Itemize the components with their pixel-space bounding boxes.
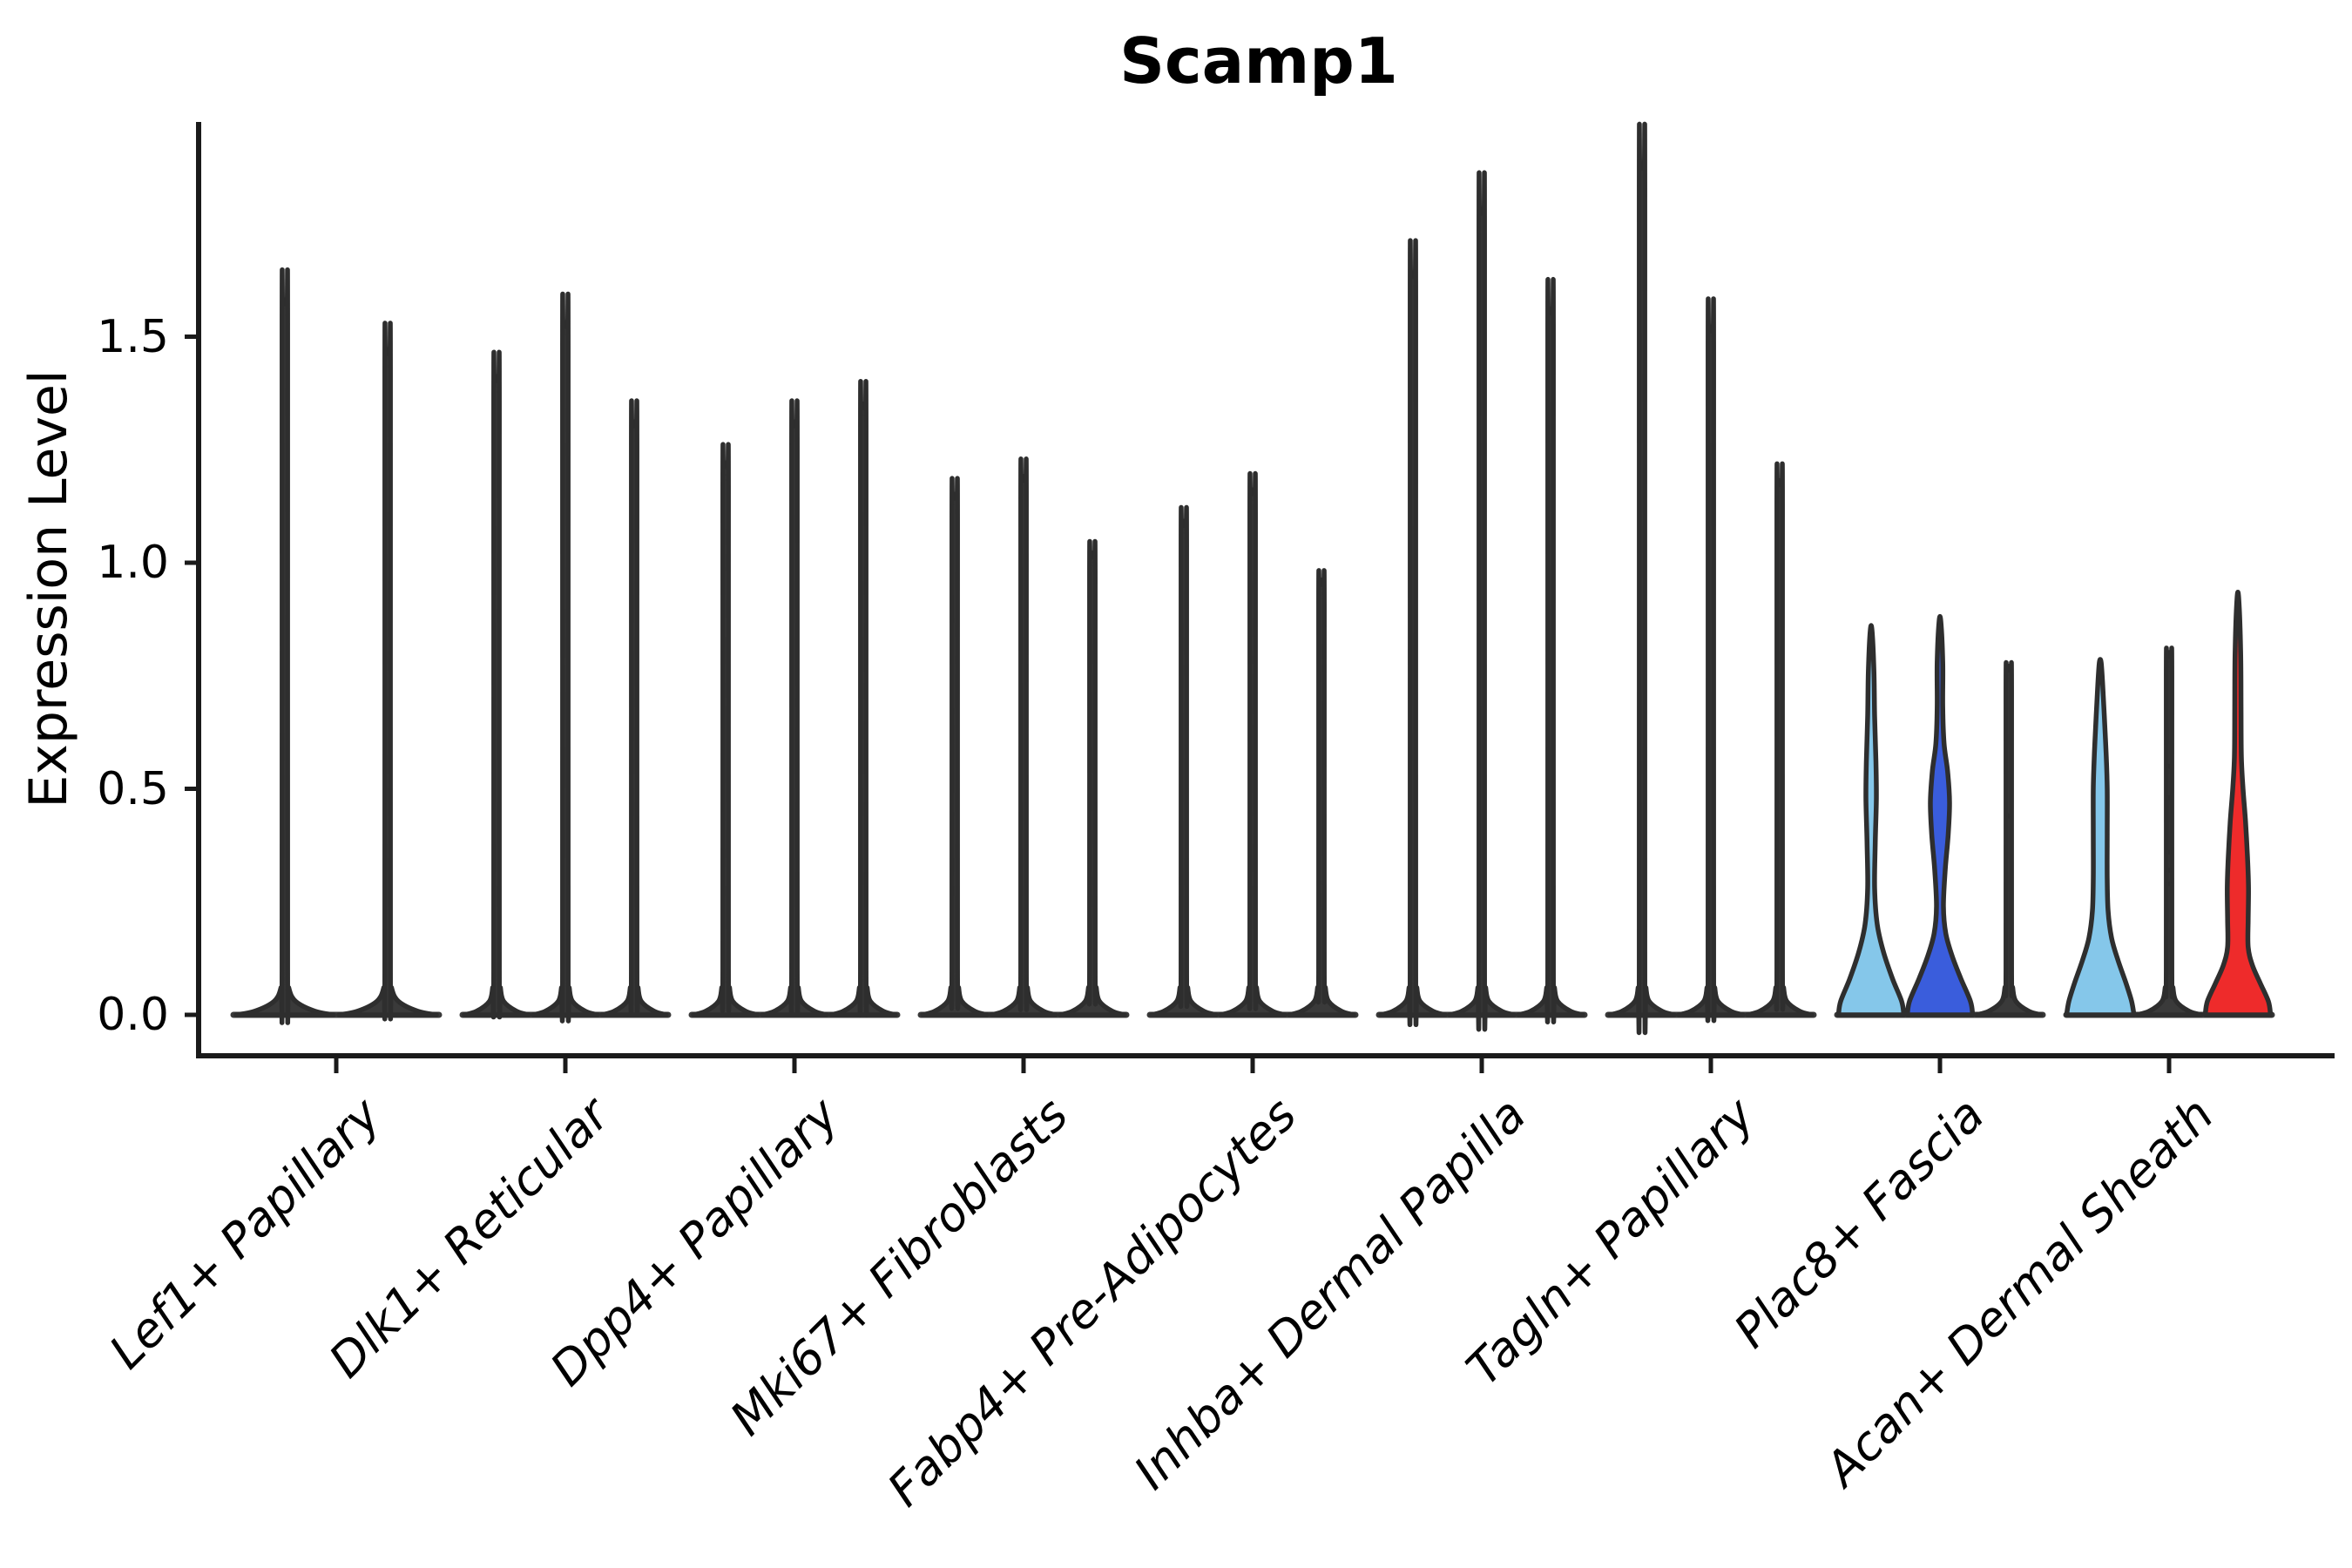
violin-spike bbox=[1058, 538, 1127, 1017]
violin-spike bbox=[1149, 504, 1219, 1017]
violin-spike bbox=[920, 476, 990, 1017]
violin-spike bbox=[233, 267, 336, 1025]
violin-light_blue bbox=[1835, 623, 1907, 1017]
violin-spike bbox=[1218, 470, 1288, 1017]
violin-spike bbox=[1974, 659, 2044, 1017]
chart-title: Scamp1 bbox=[1119, 24, 1398, 98]
jitter-dot bbox=[2166, 795, 2172, 801]
violin-spike bbox=[989, 456, 1058, 1017]
violin-spike bbox=[1287, 568, 1356, 1017]
violin-red bbox=[2202, 589, 2274, 1017]
y-tick-label: 1.0 bbox=[97, 537, 169, 589]
violin-spike bbox=[760, 398, 829, 1017]
violin-spike bbox=[2134, 645, 2204, 1017]
violin-spike bbox=[1676, 296, 1746, 1024]
y-tick-label: 0.5 bbox=[97, 762, 169, 815]
violin-spike bbox=[599, 398, 669, 1017]
violin-spike bbox=[828, 379, 898, 1017]
violin-spike bbox=[1607, 121, 1677, 1035]
jitter-dot bbox=[2166, 868, 2172, 873]
violin-dark_blue bbox=[1904, 613, 1976, 1017]
jitter-dot bbox=[2166, 849, 2172, 855]
violin-spike bbox=[336, 321, 439, 1022]
violin-spike bbox=[1378, 238, 1448, 1027]
jitter-dot bbox=[2166, 881, 2172, 887]
jitter-dot bbox=[2006, 813, 2011, 819]
violin-spike bbox=[462, 349, 531, 1019]
violin-spike bbox=[1447, 170, 1517, 1032]
violin-spike bbox=[691, 442, 760, 1017]
violin-spike bbox=[531, 291, 600, 1024]
y-tick-label: 1.5 bbox=[97, 310, 169, 363]
violin-spike bbox=[1745, 461, 1815, 1017]
violin-light_blue bbox=[2064, 657, 2137, 1017]
jitter-dot bbox=[2166, 763, 2172, 769]
y-tick-label: 0.0 bbox=[97, 989, 169, 1041]
violin-spike bbox=[1516, 277, 1585, 1024]
